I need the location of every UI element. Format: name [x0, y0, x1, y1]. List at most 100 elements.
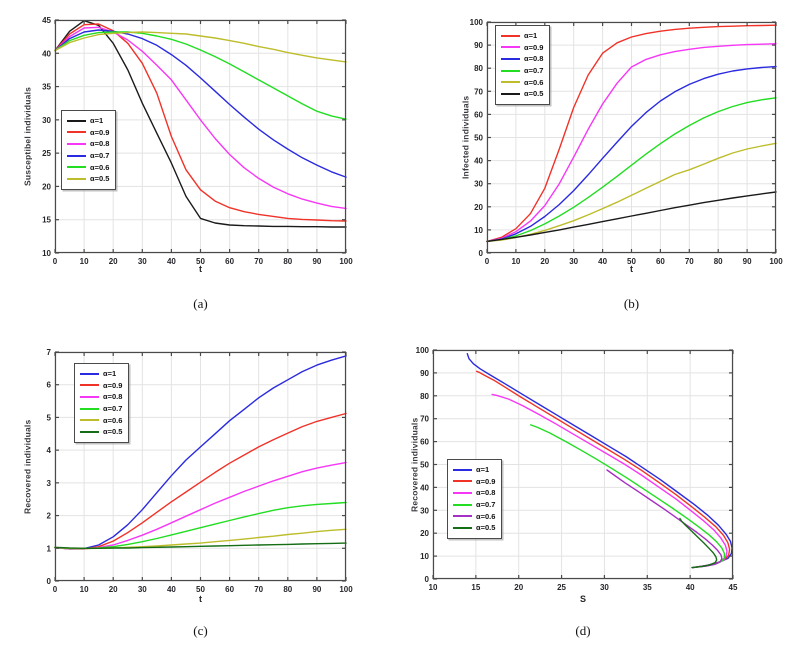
legend-label: α=0.5 [103, 427, 123, 437]
y-tick-label: 20 [474, 203, 483, 212]
legend-line-sample [67, 131, 86, 134]
y-tick-label: 80 [474, 64, 483, 73]
y-tick-label: 3 [47, 479, 52, 488]
series-line-α=1 [486, 24, 777, 243]
x-tick-label: 0 [53, 257, 58, 266]
y-tick-label: 20 [42, 182, 51, 191]
legend-item: α=0.9 [453, 476, 495, 488]
legend-item: α=0.7 [501, 65, 543, 77]
series-line-α=0.9 [486, 43, 777, 243]
legend-item: α=0.9 [501, 42, 543, 54]
legend-label: α=0.9 [103, 380, 123, 390]
y-tick-label: 5 [47, 413, 52, 422]
y-tick-label: 30 [420, 506, 429, 515]
y-tick-label: 10 [42, 249, 51, 258]
y-tick-label: 35 [42, 83, 51, 92]
y-tick-label: 2 [47, 512, 52, 521]
legend-line-sample [67, 166, 86, 169]
x-tick-label: 100 [769, 257, 783, 266]
y-tick-label: 0 [47, 577, 52, 586]
x-tick-label: 40 [598, 257, 607, 266]
series-line-α=0.7 [54, 29, 347, 178]
x-tick-label: 100 [339, 257, 353, 266]
y-tick-label: 60 [420, 438, 429, 447]
legend-item: α=0.8 [453, 487, 495, 499]
x-tick-label: 100 [339, 585, 353, 594]
legend-line-sample [67, 119, 86, 122]
x-tick-label: 45 [729, 583, 738, 592]
x-tick-label: 90 [312, 257, 321, 266]
legend-item: α=0.7 [453, 499, 495, 511]
series-line-α=0.8 [54, 461, 347, 550]
x-tick-label: 0 [485, 257, 490, 266]
x-tick-label: 30 [138, 585, 147, 594]
legend-line-sample [453, 491, 472, 494]
y-tick-label: 70 [474, 87, 483, 96]
x-tick-label: 40 [167, 585, 176, 594]
x-tick-label: 0 [53, 585, 58, 594]
x-tick-label: 30 [600, 583, 609, 592]
legend-item: α=1 [80, 368, 122, 380]
y-tick-label: 90 [420, 369, 429, 378]
series-line-α=0.9 [54, 23, 347, 222]
legend-line-sample [453, 526, 472, 529]
legend-line-sample [80, 430, 99, 433]
series-line-α=0.6 [54, 31, 347, 120]
series-line-α=0.9 [54, 412, 347, 550]
legend-item: α=0.6 [80, 414, 122, 426]
x-tick-label: 10 [80, 585, 89, 594]
x-tick-label: 50 [196, 585, 205, 594]
series-line-α=0.5 [54, 31, 347, 63]
legend-label: α=0.7 [524, 66, 544, 76]
x-tick-label: 90 [312, 585, 321, 594]
legend-item: α=0.6 [67, 161, 109, 173]
x-tick-label: 80 [283, 585, 292, 594]
legend-label: α=0.7 [103, 404, 123, 414]
legend-c: α=1 α=0.9 α=0.8 α=0.7 α=0.6 α=0.5 [74, 363, 130, 443]
axes-b: 0 10 20 30 40 50 60 70 80 90 100 0 10 20 30 40 50 60 70 80 9… [470, 18, 784, 266]
y-tick-label: 0 [425, 575, 430, 584]
y-tick-label: 0 [479, 249, 484, 258]
legend-line-sample [501, 92, 520, 95]
y-tick-label: 10 [474, 226, 483, 235]
legend-line-sample [80, 407, 99, 410]
x-tick-label: 70 [685, 257, 694, 266]
x-tick-label: 40 [686, 583, 695, 592]
x-tick-label: 60 [225, 585, 234, 594]
x-tick-label: 20 [109, 585, 118, 594]
x-axis-label-c: t [199, 594, 202, 604]
x-tick-label: 10 [80, 257, 89, 266]
y-tick-label: 60 [474, 110, 483, 119]
x-tick-label: 70 [254, 585, 263, 594]
series-line-α=0.9 [476, 370, 731, 569]
x-tick-label: 90 [743, 257, 752, 266]
x-tick-label: 35 [643, 583, 652, 592]
x-tick-label: 30 [138, 257, 147, 266]
y-tick-label: 40 [420, 483, 429, 492]
x-axis-label-a: t [199, 264, 202, 274]
legend-label: α=0.6 [90, 162, 110, 172]
legend-line-sample [80, 384, 99, 387]
legend-label: α=0.7 [90, 151, 110, 161]
legend-label: α=0.5 [524, 89, 544, 99]
legend-item: α=0.5 [80, 426, 122, 438]
legend-line-sample [453, 515, 472, 518]
legend-label: α=0.9 [524, 42, 544, 52]
legend-item: α=0.6 [501, 76, 543, 88]
legend-line-sample [67, 177, 86, 180]
legend-label: α=0.7 [476, 500, 496, 510]
legend-label: α=0.8 [103, 392, 123, 402]
y-tick-label: 50 [420, 461, 429, 470]
x-axis-label-b: t [630, 264, 633, 274]
y-axis-label-a: Susceptibel individuals [22, 86, 33, 187]
y-tick-label: 80 [420, 392, 429, 401]
series-line-α=0.8 [486, 65, 777, 243]
legend-item: α=0.5 [501, 88, 543, 100]
x-tick-label: 80 [714, 257, 723, 266]
y-tick-label: 30 [42, 116, 51, 125]
legend-item: α=0.5 [453, 522, 495, 534]
y-tick-label: 10 [420, 552, 429, 561]
series-line-α=0.6 [486, 142, 777, 243]
legend-d: α=1 α=0.9 α=0.8 α=0.7 α=0.6 α=0.5 [447, 459, 503, 539]
legend-line-sample [67, 154, 86, 157]
